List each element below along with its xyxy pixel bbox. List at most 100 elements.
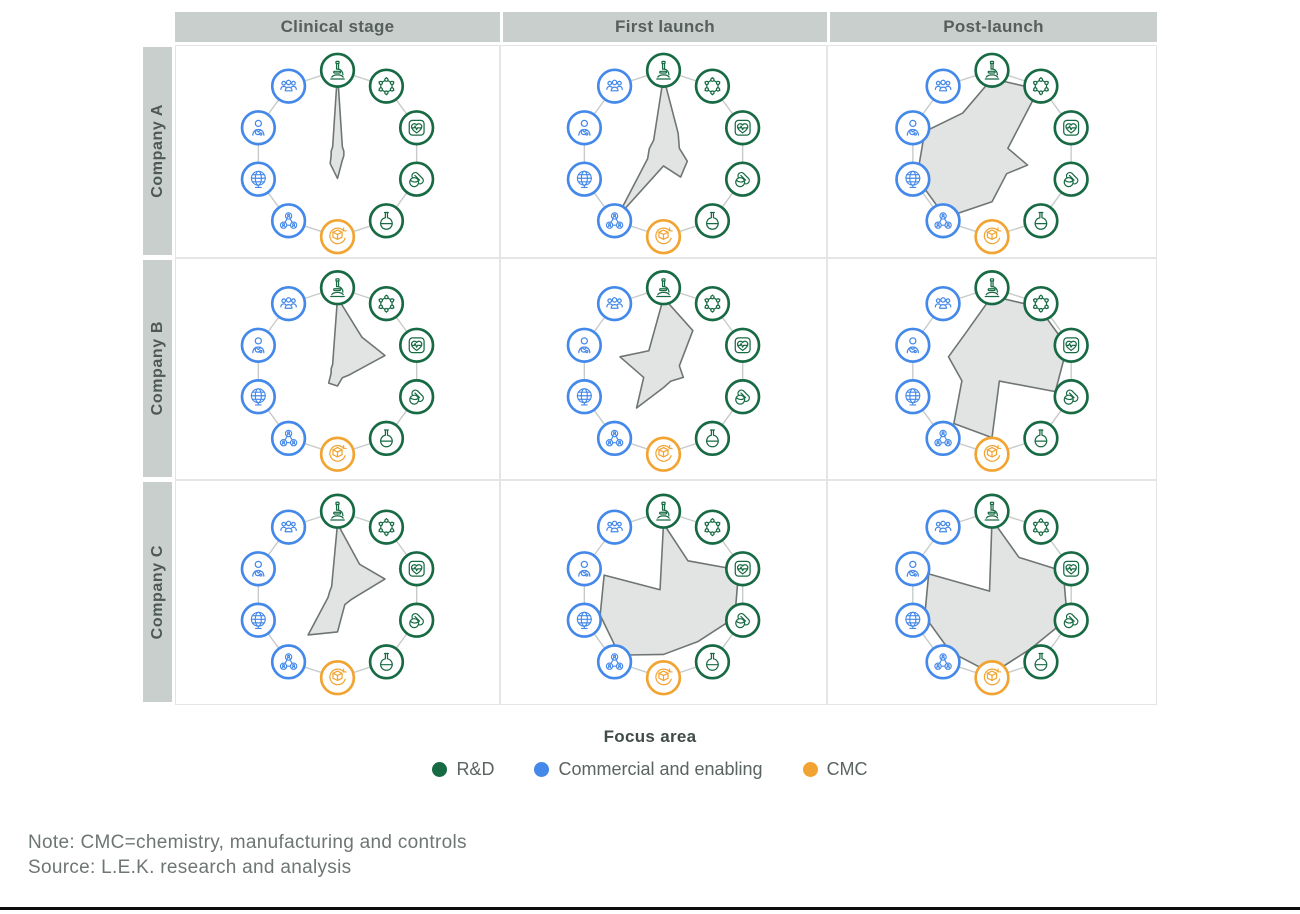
row-header-label: Company C: [148, 544, 166, 640]
footnotes: Note: CMC=chemistry, manufacturing and c…: [28, 830, 467, 880]
legend-items: R&D Commercial and enabling CMC: [143, 759, 1157, 780]
globe-icon: [566, 602, 603, 638]
column-header-post-launch: Post-launch: [830, 12, 1157, 42]
radar-chart-company-c-clinical-stage: [175, 480, 500, 705]
bottom-rule: [0, 907, 1300, 910]
team-icon: [596, 285, 633, 322]
people-network-icon: [270, 203, 307, 239]
flask-icon: [368, 420, 405, 457]
doctor-icon: [895, 551, 931, 587]
doctor-icon: [895, 110, 931, 146]
microscope-icon: [645, 52, 682, 88]
column-header-first-launch: First launch: [503, 12, 827, 42]
flask-icon: [1023, 203, 1059, 239]
team-icon: [596, 68, 633, 104]
note-line: Note: CMC=chemistry, manufacturing and c…: [28, 832, 467, 853]
flask-icon: [694, 420, 731, 457]
globe-icon: [240, 161, 277, 197]
focus-radar: [240, 52, 435, 255]
focus-shape: [599, 522, 740, 656]
legend-item-commercial: Commercial and enabling: [534, 759, 763, 780]
molecule-icon: [694, 285, 731, 322]
team-icon: [925, 285, 961, 322]
molecule-icon: [368, 509, 405, 545]
molecule-icon: [1023, 285, 1059, 322]
pills-icon: [724, 602, 761, 638]
doctor-icon: [566, 110, 603, 146]
people-network-icon: [270, 644, 307, 680]
legend-title: Focus area: [603, 727, 697, 746]
team-icon: [925, 68, 961, 104]
doctor-icon: [566, 327, 603, 363]
globe-icon: [240, 602, 277, 638]
heart-monitor-icon: [724, 327, 761, 363]
flask-icon: [368, 203, 405, 239]
focus-shape: [619, 296, 694, 409]
package-icon: [319, 436, 356, 472]
radar-chart-company-a-clinical-stage: [175, 45, 500, 258]
legend-label: CMC: [826, 759, 868, 779]
pills-icon: [1053, 602, 1089, 638]
row-header-company-c: Company C: [143, 482, 172, 702]
radar-chart-company-b-first-launch: [500, 258, 827, 480]
focus-shape: [307, 522, 386, 636]
focus-radar: [566, 493, 761, 696]
company-stage-matrix: Clinical stage First launch Post-launch …: [143, 12, 1157, 705]
people-network-icon: [925, 420, 961, 457]
microscope-icon: [974, 270, 1010, 306]
microscope-icon: [319, 493, 356, 529]
focus-radar: [566, 270, 761, 472]
doctor-icon: [240, 551, 277, 587]
legend-item-cmc: CMC: [802, 759, 868, 780]
row-header-label: Company A: [148, 104, 166, 198]
globe-icon: [566, 161, 603, 197]
cmc-dot-icon: [802, 762, 818, 777]
heart-monitor-icon: [724, 110, 761, 146]
people-network-icon: [270, 420, 307, 457]
flask-icon: [368, 644, 405, 680]
focus-radar: [895, 493, 1089, 696]
pills-icon: [724, 161, 761, 197]
package-icon: [645, 436, 682, 472]
globe-icon: [240, 379, 277, 415]
doctor-icon: [566, 551, 603, 587]
doctor-icon: [240, 327, 277, 363]
molecule-icon: [694, 509, 731, 545]
focus-shape: [616, 76, 689, 219]
globe-icon: [895, 161, 931, 197]
commercial-dot-icon: [534, 762, 550, 777]
team-icon: [925, 509, 961, 545]
pills-icon: [398, 602, 435, 638]
row-header-company-a: Company A: [143, 47, 172, 255]
pills-icon: [1053, 379, 1089, 415]
focus-shape: [916, 77, 1040, 219]
matrix-corner: [143, 12, 175, 45]
team-icon: [270, 285, 307, 322]
heart-monitor-icon: [1053, 110, 1089, 146]
heart-monitor-icon: [724, 551, 761, 587]
heart-monitor-icon: [398, 110, 435, 146]
package-icon: [974, 219, 1010, 255]
flask-icon: [1023, 644, 1059, 680]
molecule-icon: [694, 68, 731, 104]
molecule-icon: [1023, 68, 1059, 104]
focus-radar: [240, 493, 435, 696]
legend-item-rnd: R&D: [432, 759, 494, 780]
heart-monitor-icon: [398, 551, 435, 587]
globe-icon: [895, 602, 931, 638]
pills-icon: [1053, 161, 1089, 197]
radar-chart-company-b-post-launch: [827, 258, 1157, 480]
legend-label: Commercial and enabling: [558, 759, 763, 779]
package-icon: [319, 660, 356, 696]
package-icon: [974, 660, 1010, 696]
team-icon: [270, 509, 307, 545]
radar-chart-company-c-first-launch: [500, 480, 827, 705]
focus-shape: [327, 296, 386, 387]
people-network-icon: [596, 203, 633, 239]
people-network-icon: [596, 420, 633, 457]
globe-icon: [895, 379, 931, 415]
package-icon: [319, 219, 356, 255]
heart-monitor-icon: [398, 327, 435, 363]
pills-icon: [398, 161, 435, 197]
